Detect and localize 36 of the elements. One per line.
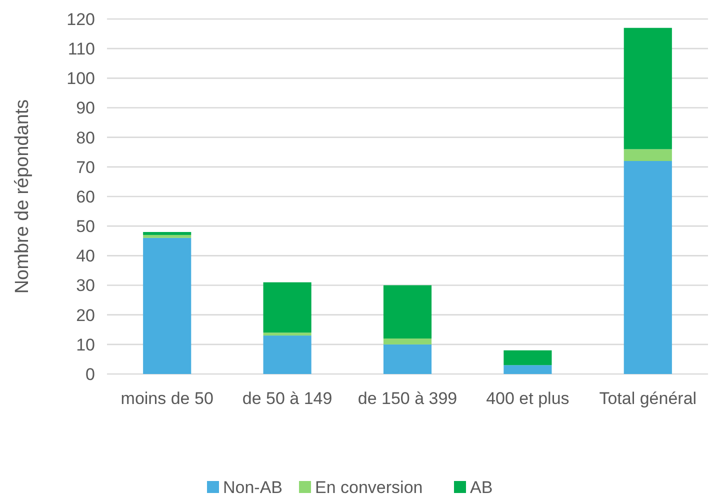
bar <box>263 282 312 333</box>
x-tick-label: Total général <box>599 389 697 408</box>
bar <box>624 28 672 150</box>
y-tick-label: 10 <box>76 335 95 354</box>
bar <box>143 232 192 235</box>
y-tick-label: 0 <box>86 364 95 384</box>
bar <box>143 234 192 238</box>
bar <box>263 336 312 374</box>
y-tick-label: 50 <box>76 217 95 236</box>
bar <box>504 365 552 374</box>
bar <box>143 238 192 374</box>
bar <box>624 149 672 161</box>
x-tick-label: de 50 à 149 <box>242 389 332 408</box>
bar <box>383 344 432 374</box>
x-tick-label: 400 et plus <box>486 389 570 408</box>
legend-label: AB <box>470 478 493 497</box>
legend-label: Non-AB <box>223 478 283 497</box>
legend-label: En conversion <box>315 478 423 497</box>
bar <box>383 285 432 338</box>
y-tick-label: 30 <box>76 276 95 296</box>
bar <box>383 338 432 344</box>
x-tick-label: de 150 à 399 <box>358 389 458 408</box>
y-tick-label: 60 <box>76 187 95 206</box>
y-tick-label: 80 <box>76 128 95 148</box>
bar <box>624 161 672 374</box>
y-tick-label: 100 <box>66 69 95 88</box>
x-tick-label: moins de 50 <box>120 389 214 408</box>
bar <box>504 350 552 366</box>
y-tick-label: 20 <box>76 306 95 325</box>
y-tick-label: 110 <box>68 40 95 59</box>
y-axis-title: Nombre de répondants <box>12 99 33 294</box>
y-tick-label: 90 <box>76 98 95 118</box>
y-tick-label: 70 <box>76 158 95 177</box>
y-tick-label: 120 <box>66 10 95 29</box>
y-tick-label: 40 <box>76 246 95 266</box>
bar <box>263 332 312 336</box>
